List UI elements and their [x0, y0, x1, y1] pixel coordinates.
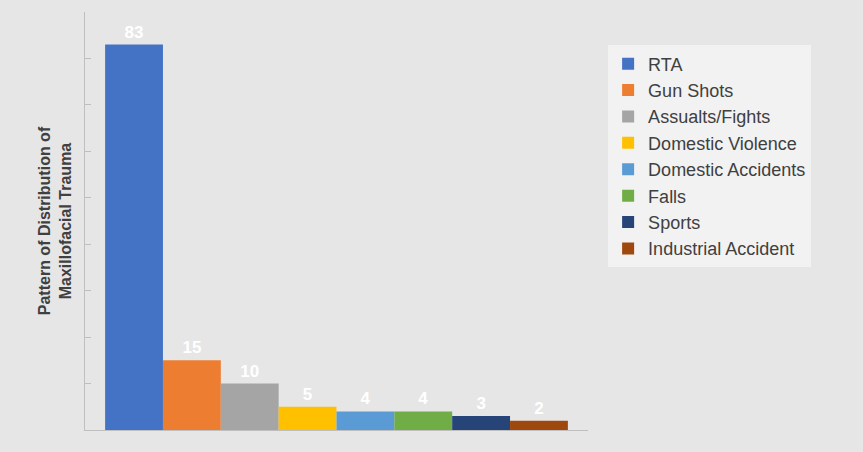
svg-text:Assualts/Fights: Assualts/Fights: [648, 107, 770, 127]
svg-text:Pattern of Distribution ofMaxi: Pattern of Distribution ofMaxillofacial …: [36, 126, 74, 315]
svg-text:2: 2: [534, 399, 543, 418]
svg-text:Sports: Sports: [648, 213, 700, 233]
svg-text:RTA: RTA: [648, 55, 682, 75]
svg-text:4: 4: [418, 389, 428, 408]
svg-text:Industrial Accident: Industrial Accident: [648, 239, 794, 259]
svg-text:3: 3: [476, 394, 485, 413]
svg-text:10: 10: [240, 362, 259, 381]
svg-text:4: 4: [360, 389, 370, 408]
svg-text:Gun Shots: Gun Shots: [648, 81, 733, 101]
svg-text:5: 5: [303, 385, 312, 404]
svg-text:15: 15: [182, 338, 201, 357]
svg-text:83: 83: [125, 23, 144, 42]
svg-text:Falls: Falls: [648, 187, 686, 207]
svg-text:Domestic Accidents: Domestic Accidents: [648, 160, 805, 180]
svg-text:Domestic Violence: Domestic Violence: [648, 134, 797, 154]
